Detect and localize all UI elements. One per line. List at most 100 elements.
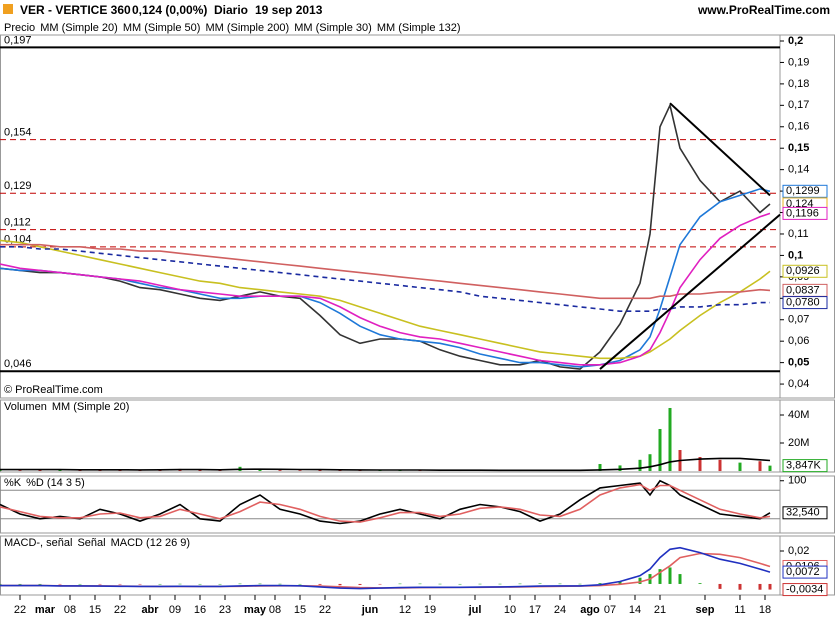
bar xyxy=(598,583,602,584)
bar xyxy=(678,574,682,584)
logo xyxy=(3,4,13,14)
series-line xyxy=(0,457,771,472)
bar xyxy=(518,583,522,585)
bar xyxy=(598,464,602,472)
level-label: 0,112 xyxy=(4,217,31,229)
series-line xyxy=(0,479,771,525)
price-tag-label: 0,0072 xyxy=(786,566,820,578)
y-tick-label: 0,19 xyxy=(788,56,809,68)
price-tag-label: 32,540 xyxy=(786,507,820,519)
series-line xyxy=(0,243,771,300)
series-line xyxy=(0,212,771,366)
price-tag xyxy=(782,206,828,220)
bar xyxy=(738,583,742,590)
legend-entry: Precio xyxy=(4,22,35,34)
y-tick-label: 0,1 xyxy=(788,249,803,261)
panel-frame xyxy=(0,34,835,399)
bar xyxy=(298,470,302,472)
bar xyxy=(238,583,242,585)
bar xyxy=(668,567,672,584)
x-tick-label: jun xyxy=(361,604,379,616)
bar xyxy=(298,583,302,585)
copyright: © ProRealTime.com xyxy=(4,384,103,396)
x-tick-label: abr xyxy=(141,604,159,616)
bar xyxy=(58,469,62,472)
level-label: 0,104 xyxy=(4,234,32,246)
y-tick-label: 0,11 xyxy=(788,228,809,240)
bar xyxy=(718,459,722,472)
x-tick-label: 15 xyxy=(89,604,101,616)
price-tag-label: -0,0034 xyxy=(786,583,823,595)
bar xyxy=(258,583,262,585)
bar xyxy=(738,462,742,472)
price-tag xyxy=(782,184,828,198)
level-label: 0,197 xyxy=(4,34,32,46)
legend-entry: Volumen xyxy=(4,401,47,413)
bar xyxy=(648,454,652,472)
bar xyxy=(58,583,62,585)
x-tick-label: sep xyxy=(696,604,715,616)
price-tag-label: 0,1196 xyxy=(786,207,819,219)
bar xyxy=(768,465,772,472)
bar xyxy=(578,583,582,585)
trendline xyxy=(669,102,771,197)
bar xyxy=(138,583,142,585)
x-tick-label: mar xyxy=(35,604,56,616)
series-line xyxy=(0,552,771,589)
legend-entry: MM (Simple 200) xyxy=(205,22,289,34)
bar xyxy=(198,469,202,472)
bar xyxy=(38,583,42,585)
x-tick-label: 15 xyxy=(294,604,306,616)
bar xyxy=(178,583,182,585)
x-tick-label: 09 xyxy=(169,604,181,616)
site: www.ProRealTime.com xyxy=(697,3,830,17)
x-tick-label: 12 xyxy=(399,604,411,616)
price-tag-label: 0,0837 xyxy=(786,284,820,296)
bar xyxy=(18,470,22,472)
series-line xyxy=(0,546,771,590)
price-tag xyxy=(782,459,828,473)
x-tick-label: 21 xyxy=(654,604,666,616)
legend-entry: MM (Simple 20) xyxy=(40,22,118,34)
x-tick-label: 11 xyxy=(734,604,745,616)
x-tick-label: 18 xyxy=(759,604,771,616)
bar xyxy=(218,583,222,585)
y-tick-label: 0,04 xyxy=(788,378,809,390)
bar xyxy=(0,583,2,585)
y-tick-label: 0,06 xyxy=(788,335,809,347)
bar xyxy=(698,457,702,472)
price-tag-label: 0,1299 xyxy=(786,185,820,197)
price-tag-label: 3,847K xyxy=(786,460,822,472)
legend-entry: MACD (12 26 9) xyxy=(111,537,190,549)
bar xyxy=(638,577,642,584)
x-tick-label: 16 xyxy=(194,604,206,616)
bar xyxy=(618,465,622,472)
panel-title: MACD-, señal xyxy=(4,537,72,549)
legend-entry: Señal xyxy=(77,537,105,549)
series-line xyxy=(0,102,771,370)
price-tag xyxy=(782,506,828,520)
bar xyxy=(78,470,82,472)
bar xyxy=(558,583,562,585)
price-tag-label: 0,124 xyxy=(786,198,814,210)
x-tick-label: 07 xyxy=(604,604,616,616)
y-tick-label: 100 xyxy=(788,475,806,487)
series-line xyxy=(0,239,771,360)
level-label: 0,046 xyxy=(4,358,32,370)
legend-entry: MM (Simple 50) xyxy=(123,22,201,34)
legend-entry: MM (Simple 132) xyxy=(377,22,461,34)
date: 19 sep 2013 xyxy=(255,3,323,17)
bar xyxy=(498,583,502,585)
price-tag xyxy=(782,296,828,310)
x-tick-label: 19 xyxy=(424,604,436,616)
y-tick-label: 0,18 xyxy=(788,78,809,90)
x-tick-label: jul xyxy=(468,604,482,616)
y-tick-label: 20M xyxy=(788,437,809,449)
bar xyxy=(198,583,202,585)
x-tick-label: 08 xyxy=(64,604,76,616)
bar xyxy=(478,583,482,585)
level-label: 0,154 xyxy=(4,127,32,139)
x-tick-label: 24 xyxy=(554,604,566,616)
y-tick-label: 0,07 xyxy=(788,314,809,326)
